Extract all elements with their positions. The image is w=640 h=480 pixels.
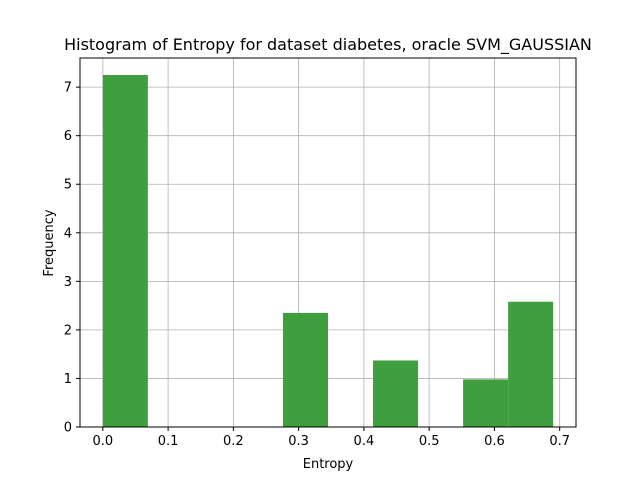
x-axis: 0.0 0.1 0.2 0.3 0.4 0.5 0.6 0.7 [92,427,570,449]
bars [102,74,554,428]
x-tick-label-4: 0.4 [354,434,375,449]
y-axis-label: Frequency [42,209,57,276]
x-tick-label-0: 0.0 [92,434,113,449]
y-tick-label-6: 6 [64,129,72,144]
x-tick-label-5: 0.5 [419,434,440,449]
x-tick-label-7: 0.7 [549,434,570,449]
plot-frame [79,57,577,428]
histogram-bar-9 [508,301,554,427]
x-axis-label: Entropy [303,457,354,472]
y-tick-label-3: 3 [64,275,72,290]
y-tick-label-1: 1 [64,372,72,387]
histogram-bar-6 [373,360,419,427]
y-axis: 0 1 2 3 4 5 6 7 [64,81,80,436]
x-tick-label-2: 0.2 [223,434,244,449]
y-tick-label-2: 2 [64,323,72,338]
histogram-bar-8 [463,379,509,427]
x-tick-label-1: 0.1 [158,434,179,449]
chart-title: Histogram of Entropy for dataset diabete… [64,35,592,55]
y-tick-label-5: 5 [64,178,72,193]
histogram-bar-4 [282,312,328,427]
y-tick-label-7: 7 [64,81,72,96]
y-tick-label-4: 4 [64,226,72,241]
histogram-bar-0 [102,74,148,428]
y-tick-label-0: 0 [64,421,72,436]
x-tick-label-3: 0.3 [288,434,309,449]
x-tick-label-6: 0.6 [484,434,505,449]
